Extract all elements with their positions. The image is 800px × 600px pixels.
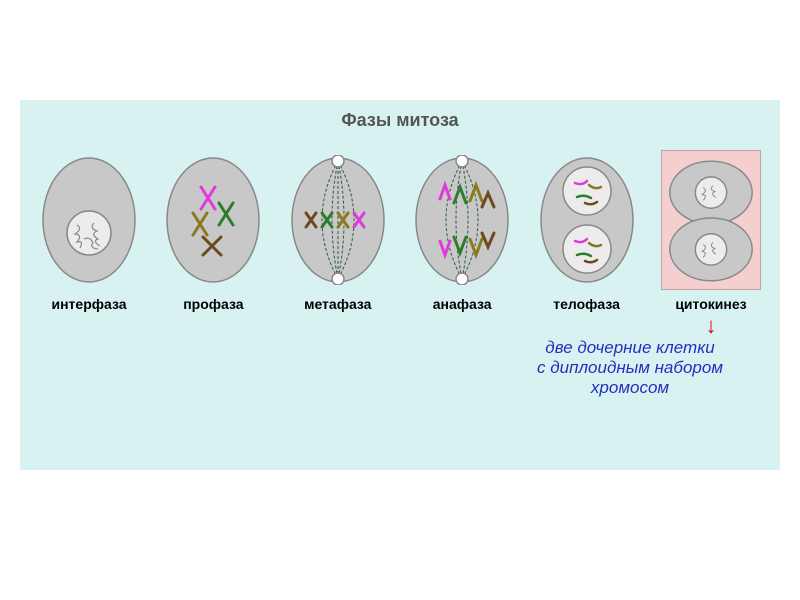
phase-prophase: профаза [154,150,272,336]
phase-label: метафаза [304,296,371,312]
diagram-panel: Фазы митоза интерфаза [20,100,780,470]
cell-interphase [39,150,139,290]
page-outer: Фазы митоза интерфаза [0,0,800,600]
daughter-cells-note: две дочерние клетки с диплоидным набором… [480,338,780,398]
note-line: две дочерние клетки [480,338,780,358]
phase-telophase: телофаза [528,150,646,336]
phase-label: цитокинез [675,296,746,312]
phase-label: анафаза [433,296,492,312]
cell-cytokinesis [661,150,761,290]
note-line: хромосом [480,378,780,398]
phase-metaphase: метафаза [279,150,397,336]
cell-prophase [163,150,263,290]
cell-anaphase [412,150,512,290]
phase-interphase: интерфаза [30,150,148,336]
note-line: с диплоидным набором [480,358,780,378]
phases-row: интерфаза [30,150,770,336]
phase-anaphase: анафаза [403,150,521,336]
arrow-down-icon: ↓ [705,316,716,336]
phase-label: интерфаза [51,296,126,312]
diagram-title: Фазы митоза [20,110,780,131]
cell-metaphase [288,150,388,290]
phase-cytokinesis: цитокинез ↓ [652,150,770,336]
phase-label: профаза [183,296,243,312]
cell-telophase [537,150,637,290]
phase-label: телофаза [553,296,620,312]
